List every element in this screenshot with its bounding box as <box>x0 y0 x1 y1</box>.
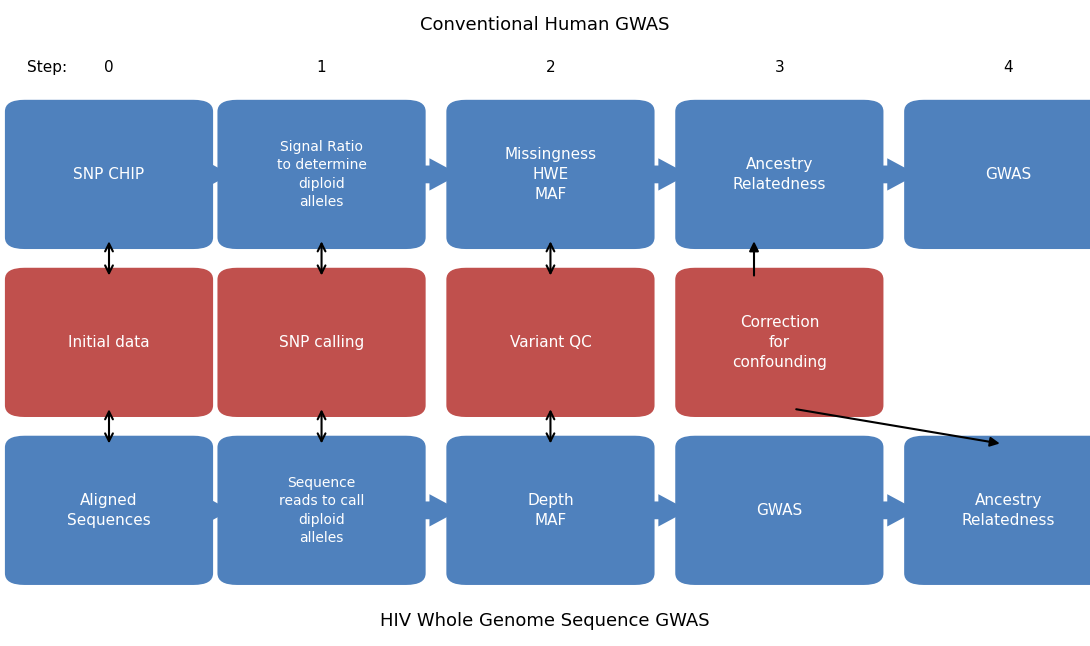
FancyBboxPatch shape <box>905 99 1090 249</box>
Polygon shape <box>871 158 918 191</box>
FancyBboxPatch shape <box>675 435 884 585</box>
FancyBboxPatch shape <box>5 435 214 585</box>
FancyBboxPatch shape <box>447 99 655 249</box>
Text: Conventional Human GWAS: Conventional Human GWAS <box>421 16 669 34</box>
Text: SNP CHIP: SNP CHIP <box>73 167 145 182</box>
Polygon shape <box>871 494 918 526</box>
FancyBboxPatch shape <box>905 435 1090 585</box>
Text: Step:: Step: <box>27 60 68 76</box>
Text: Correction
for
confounding: Correction for confounding <box>731 315 827 370</box>
Text: GWAS: GWAS <box>756 503 802 518</box>
Text: 3: 3 <box>775 60 784 76</box>
FancyBboxPatch shape <box>675 268 884 417</box>
Text: Initial data: Initial data <box>69 335 149 350</box>
FancyBboxPatch shape <box>217 99 425 249</box>
Text: 1: 1 <box>317 60 326 76</box>
Text: Signal Ratio
to determine
diploid
alleles: Signal Ratio to determine diploid allele… <box>277 140 366 209</box>
Polygon shape <box>412 158 460 191</box>
FancyBboxPatch shape <box>5 99 214 249</box>
Text: Ancestry
Relatedness: Ancestry Relatedness <box>961 493 1055 528</box>
Polygon shape <box>201 158 231 191</box>
Polygon shape <box>641 158 689 191</box>
Polygon shape <box>641 494 689 526</box>
Text: 2: 2 <box>546 60 555 76</box>
Text: Aligned
Sequences: Aligned Sequences <box>68 493 150 528</box>
Text: GWAS: GWAS <box>985 167 1031 182</box>
Text: SNP calling: SNP calling <box>279 335 364 350</box>
FancyBboxPatch shape <box>447 268 655 417</box>
Text: Depth
MAF: Depth MAF <box>528 493 573 528</box>
Text: 4: 4 <box>1004 60 1013 76</box>
FancyBboxPatch shape <box>447 435 655 585</box>
Text: Sequence
reads to call
diploid
alleles: Sequence reads to call diploid alleles <box>279 475 364 545</box>
Text: HIV Whole Genome Sequence GWAS: HIV Whole Genome Sequence GWAS <box>380 612 710 630</box>
Polygon shape <box>412 494 460 526</box>
FancyBboxPatch shape <box>5 268 214 417</box>
Text: Ancestry
Relatedness: Ancestry Relatedness <box>732 157 826 192</box>
Text: 0: 0 <box>105 60 113 76</box>
FancyBboxPatch shape <box>217 268 425 417</box>
Text: Missingness
HWE
MAF: Missingness HWE MAF <box>505 147 596 202</box>
Polygon shape <box>201 494 231 526</box>
Text: Variant QC: Variant QC <box>510 335 592 350</box>
FancyBboxPatch shape <box>675 99 884 249</box>
FancyBboxPatch shape <box>217 435 425 585</box>
